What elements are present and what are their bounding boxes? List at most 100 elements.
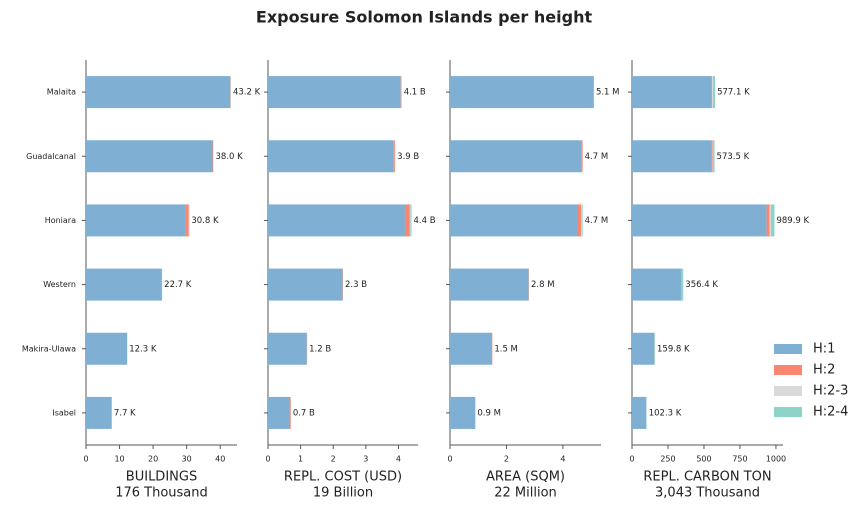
x-tick-label: 4	[560, 455, 565, 464]
bar-segment	[450, 332, 493, 365]
data-label: 573.5 K	[717, 152, 750, 162]
bar-segment	[268, 396, 291, 429]
data-label: 577.1 K	[717, 88, 750, 98]
bar-segment	[268, 76, 401, 109]
data-label: 0.7 B	[293, 408, 315, 418]
data-label: 4.1 B	[404, 88, 426, 98]
legend-label: H:2	[813, 363, 835, 378]
bar-segment	[410, 204, 412, 237]
legend-swatch	[774, 344, 802, 354]
bar-segment	[86, 76, 231, 109]
bar-segment	[712, 76, 716, 109]
x-axis-label: BUILDINGS	[126, 470, 197, 485]
bar-segment	[450, 76, 594, 109]
bar-segment	[450, 268, 529, 301]
bar-segment	[632, 140, 712, 173]
bar-segment	[450, 396, 476, 429]
data-label: 0.9 M	[477, 408, 501, 418]
x-tick-label: 500	[696, 455, 711, 464]
data-label: 159.8 K	[657, 344, 690, 354]
bar-segment	[632, 332, 655, 365]
x-tick-label: 1000	[766, 455, 786, 464]
bar-segment	[212, 140, 214, 173]
legend-swatch	[774, 386, 802, 396]
data-label: 12.3 K	[129, 344, 157, 354]
data-label: 30.8 K	[191, 216, 219, 226]
y-tick-label: Honiara	[45, 216, 76, 225]
bar-segment	[450, 140, 582, 173]
data-label: 4.7 M	[585, 216, 609, 226]
y-tick-label: Western	[43, 280, 76, 289]
x-tick-label: 0	[447, 455, 452, 464]
data-label: 356.4 K	[685, 280, 718, 290]
legend-swatch	[774, 407, 802, 417]
bar-segment	[400, 76, 402, 109]
x-axis-label: AREA (SQM)	[486, 470, 565, 485]
data-label: 989.9 K	[776, 216, 809, 226]
bar-segment	[581, 140, 583, 173]
bar-segment	[769, 204, 771, 237]
x-tick-label: 20	[148, 455, 158, 464]
chart-title: Exposure Solomon Islands per height	[256, 8, 593, 27]
bar-segment	[632, 204, 767, 237]
y-tick-label: Guadalcanal	[26, 152, 76, 161]
x-tick-label: 40	[215, 455, 225, 464]
y-tick-label: Malaita	[47, 88, 76, 97]
data-label: 7.7 K	[114, 408, 136, 418]
data-label: 4.4 B	[413, 216, 435, 226]
y-tick-label: Makira-Ulawa	[22, 344, 76, 353]
data-label: 3.9 B	[397, 152, 419, 162]
data-label: 5.1 M	[596, 88, 620, 98]
x-axis-sublabel: 3,043 Thousand	[655, 486, 760, 501]
bar-segment	[393, 140, 395, 173]
legend-label: H:2-4	[813, 405, 848, 420]
data-label: 38.0 K	[216, 152, 244, 162]
x-tick-label: 0	[83, 455, 88, 464]
bar-segment	[632, 76, 712, 109]
bar-segment	[185, 204, 189, 237]
legend-label: H:1	[813, 342, 835, 357]
data-label: 43.2 K	[233, 88, 261, 98]
bar-segment	[450, 204, 578, 237]
x-tick-label: 250	[660, 455, 675, 464]
x-tick-label: 0	[629, 455, 634, 464]
bar-segment	[577, 204, 582, 237]
bar-segment	[409, 204, 411, 237]
data-label: 22.7 K	[164, 280, 192, 290]
x-tick-label: 4	[396, 455, 401, 464]
bar-segment	[86, 204, 186, 237]
x-tick-label: 10	[114, 455, 124, 464]
bar-segment	[632, 268, 682, 301]
data-label: 1.2 B	[309, 344, 331, 354]
x-tick-label: 1	[298, 455, 303, 464]
legend-label: H:2-3	[813, 384, 848, 399]
data-label: 4.7 M	[585, 152, 609, 162]
bar-segment	[86, 140, 213, 173]
bar-segment	[290, 396, 291, 429]
data-label: 2.3 B	[345, 280, 367, 290]
bar-segment	[770, 204, 775, 237]
bar-segment	[713, 140, 715, 173]
bar-segment	[268, 332, 307, 365]
x-axis-label: REPL. COST (USD)	[284, 470, 402, 485]
bar-segment	[268, 268, 343, 301]
bar-segment	[711, 140, 713, 173]
x-axis-sublabel: 19 Billion	[313, 486, 373, 501]
bar-segment	[86, 268, 162, 301]
bar-segment	[86, 332, 128, 365]
x-axis-sublabel: 22 Million	[494, 486, 557, 501]
data-label: 1.5 M	[494, 344, 518, 354]
bar-segment	[268, 140, 394, 173]
x-tick-label: 30	[182, 455, 192, 464]
bar-segment	[712, 76, 713, 109]
bar-segment	[682, 268, 684, 301]
x-tick-label: 2	[504, 455, 509, 464]
bar-segment	[581, 204, 582, 237]
data-label: 2.8 M	[531, 280, 555, 290]
x-tick-label: 0	[265, 455, 270, 464]
x-axis-sublabel: 176 Thousand	[115, 486, 208, 501]
bar-segment	[581, 204, 583, 237]
bar-segment	[86, 396, 112, 429]
bar-segment	[268, 204, 405, 237]
x-tick-label: 750	[732, 455, 747, 464]
